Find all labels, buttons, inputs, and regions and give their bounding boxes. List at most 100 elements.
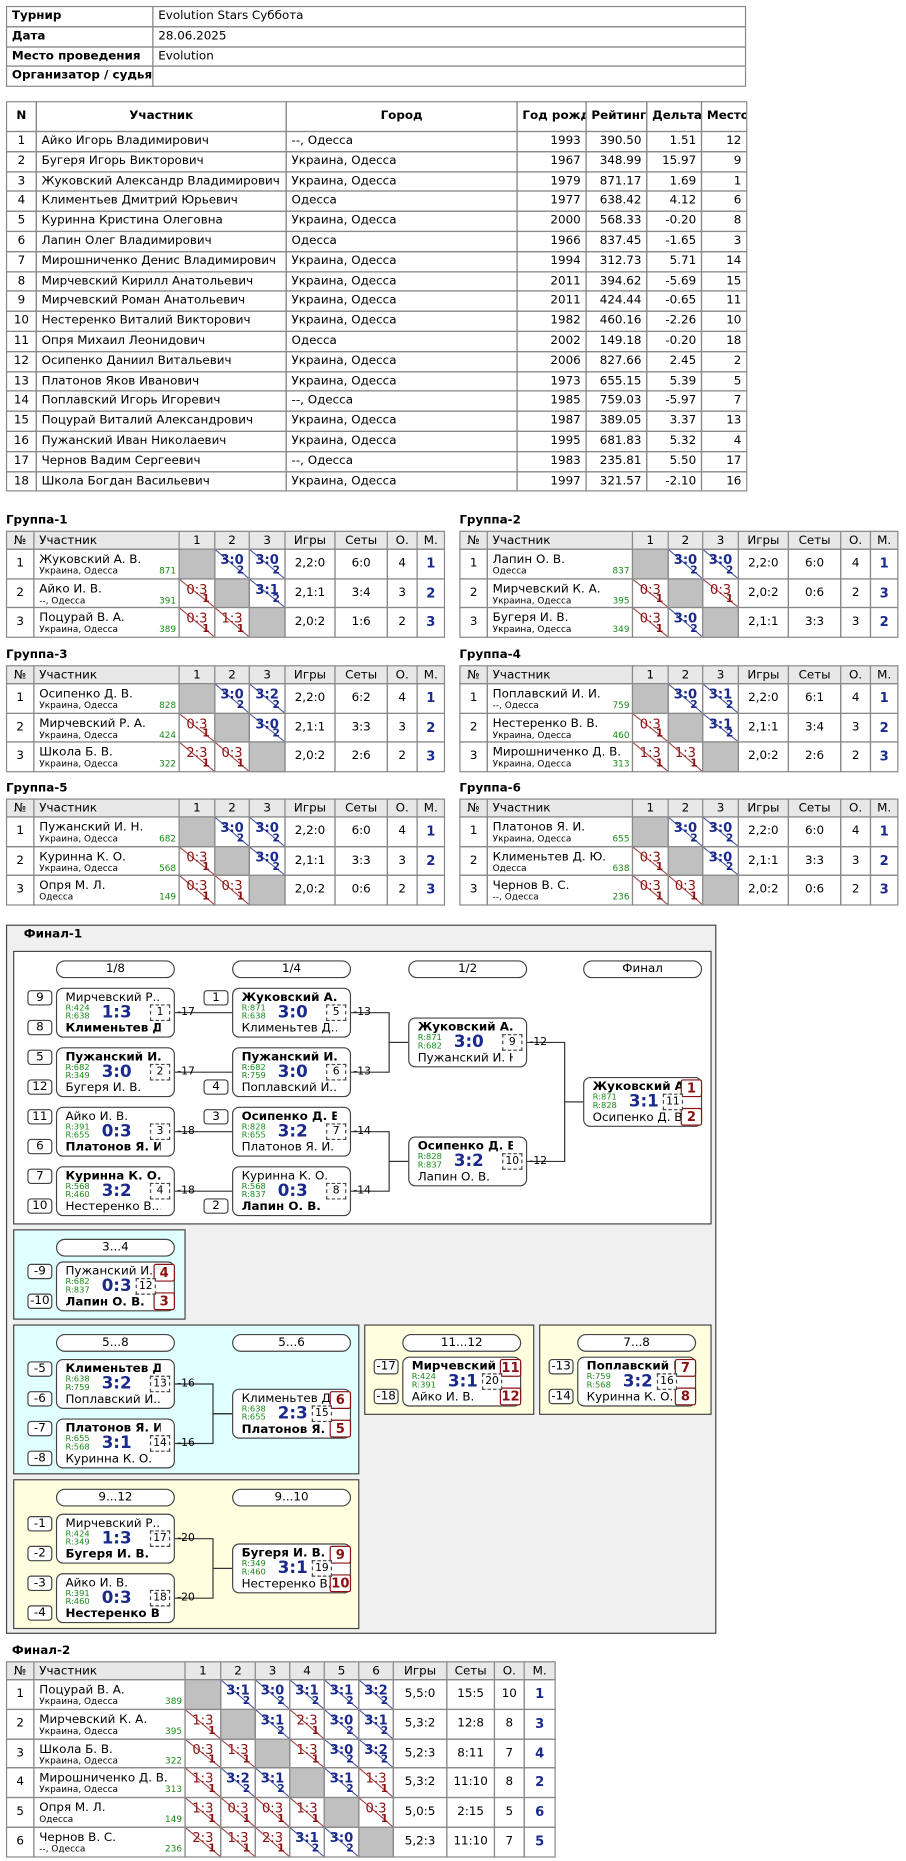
player-rating: R:424 bbox=[65, 1529, 90, 1539]
match-number: 18 bbox=[149, 1589, 171, 1607]
place-cell: 1 bbox=[416, 548, 446, 580]
score: 3:2 bbox=[364, 1741, 388, 1758]
cell: 13 bbox=[700, 410, 748, 432]
player-name: Нестеренко В.... bbox=[65, 1607, 160, 1621]
score: 0:3 bbox=[186, 878, 208, 895]
score-cell: 3:1 2 bbox=[323, 1679, 360, 1710]
match-number: 8 bbox=[326, 1182, 347, 1200]
row-number: 1 bbox=[5, 1679, 35, 1710]
header-cell: М. bbox=[869, 665, 899, 685]
score-cell: 1:3 1 bbox=[184, 1767, 222, 1799]
player-name: Школа Б. В. bbox=[39, 1742, 113, 1756]
sets-cell: 15:5 bbox=[446, 1679, 496, 1710]
match-number: 15 bbox=[311, 1405, 333, 1423]
player-name: Осипенко Д. В. bbox=[241, 1110, 337, 1124]
cell: 1977 bbox=[516, 190, 587, 213]
place-cell: 2 bbox=[416, 712, 446, 744]
place-cell: 3 bbox=[416, 607, 446, 638]
score-points: 2 bbox=[236, 832, 245, 845]
header-cell: Игры bbox=[737, 665, 789, 685]
player-name: Платонов Я. И. bbox=[241, 1141, 335, 1155]
score-cell: 3:0 2 bbox=[248, 548, 286, 580]
player-name: Лапин О. В. bbox=[241, 1200, 321, 1214]
score-cell: 3:2 2 bbox=[358, 1738, 394, 1769]
player-name: Куринна К. О. bbox=[241, 1169, 329, 1183]
info-label: Место проведения bbox=[5, 45, 154, 67]
sets-cell: 0:6 bbox=[334, 875, 388, 906]
player-city: --, Одесса bbox=[492, 891, 539, 903]
player-rating: R:424 bbox=[411, 1372, 436, 1382]
player-rating: 395 bbox=[612, 594, 630, 606]
seed: 12 bbox=[27, 1079, 53, 1095]
player-rating: 828 bbox=[159, 699, 177, 711]
round-label: 1/2 bbox=[408, 960, 528, 979]
score-points: 2 bbox=[725, 832, 734, 845]
match-box: Платонов Я. И. R:655 Куринна К. О. R:568 3:1… bbox=[55, 1418, 175, 1469]
cell: 1.69 bbox=[646, 170, 703, 193]
pts-cell: 7 bbox=[493, 1826, 525, 1858]
place-badge: 12 bbox=[499, 1387, 522, 1406]
pts-cell: 3 bbox=[386, 845, 418, 877]
player-rating: 682 bbox=[159, 833, 177, 844]
player-name: Куринна К. О. bbox=[39, 850, 126, 864]
score-points: 2 bbox=[725, 699, 734, 712]
score: 2:3 bbox=[192, 1830, 214, 1846]
cell: -2.10 bbox=[646, 470, 703, 492]
cell: 12 bbox=[5, 350, 37, 372]
player-name: Чернов В. С. bbox=[492, 879, 570, 893]
sets-cell: 6:0 bbox=[334, 548, 388, 580]
cell: Платонов Яков Иванович bbox=[35, 370, 287, 392]
sets-cell: 6:0 bbox=[787, 548, 842, 580]
self-cell bbox=[214, 845, 250, 877]
row-number: 3 bbox=[459, 875, 488, 906]
score-points: 1 bbox=[202, 758, 210, 771]
header-cell: Год рожд. bbox=[516, 101, 587, 133]
match-box: Айко И. В. R:391 Платонов Я. И. R:655 0:3 3 bbox=[55, 1106, 175, 1157]
score-cell: 3:0 2 bbox=[214, 683, 250, 714]
score-points: 1 bbox=[725, 594, 734, 607]
cell: 1997 bbox=[516, 470, 587, 492]
score-cell: 3:0 2 bbox=[248, 712, 286, 744]
match-score: 3:1 bbox=[628, 1092, 659, 1112]
score-points: 2 bbox=[242, 1784, 251, 1796]
player-city: Украина, Одесса bbox=[39, 729, 118, 740]
seed: 3 bbox=[203, 1109, 229, 1125]
cell: Мирчевский Роман Анатольевич bbox=[35, 290, 287, 313]
match-score: 3:1 bbox=[101, 1433, 132, 1453]
info-label: Дата bbox=[5, 25, 154, 48]
player-rating: R:568 bbox=[241, 1181, 266, 1192]
score-cell: 1:3 1 bbox=[220, 1738, 256, 1769]
connector bbox=[351, 1160, 409, 1192]
place-cell: 1 bbox=[869, 816, 899, 847]
player-rating: R:682 bbox=[417, 1041, 442, 1051]
player-name: Мирошниченко Д. В. bbox=[492, 746, 622, 760]
player-rating: R:871 bbox=[241, 1003, 266, 1013]
score-cell: 0:3 1 bbox=[178, 577, 216, 609]
match-score: 0:3 bbox=[101, 1276, 132, 1296]
score-cell: 1:3 1 bbox=[358, 1767, 394, 1799]
place-cell: 1 bbox=[869, 548, 899, 580]
place-cell: 3 bbox=[869, 741, 899, 773]
name-cell: Поцурай В. А. Украина, Одесса 389 bbox=[33, 1679, 186, 1710]
score-points: 1 bbox=[655, 891, 664, 904]
self-cell bbox=[667, 577, 704, 609]
player-city: --, Одесса bbox=[39, 1843, 86, 1855]
player-name: Жуковский А. В. bbox=[592, 1080, 688, 1094]
header-cell: О. bbox=[493, 1661, 525, 1681]
final2-title: Финал-2 bbox=[11, 1644, 71, 1658]
row-number: 1 bbox=[459, 548, 488, 580]
player-rating: 349 bbox=[612, 624, 630, 635]
self-cell bbox=[702, 607, 739, 638]
match-box: Мирчевский Р....R:424 11 Айко И. В.R:391 12… bbox=[402, 1356, 522, 1407]
player-rating: 424 bbox=[159, 729, 177, 740]
header-cell: 2 bbox=[214, 798, 250, 818]
cell: 17 bbox=[5, 450, 37, 472]
score-points: 2 bbox=[277, 1784, 285, 1796]
header-cell: 1 bbox=[178, 665, 216, 685]
games-cell: 2,2:0 bbox=[737, 548, 789, 580]
match-number: 4 bbox=[149, 1182, 171, 1200]
cell: 1973 bbox=[516, 370, 587, 392]
self-cell bbox=[178, 548, 216, 580]
